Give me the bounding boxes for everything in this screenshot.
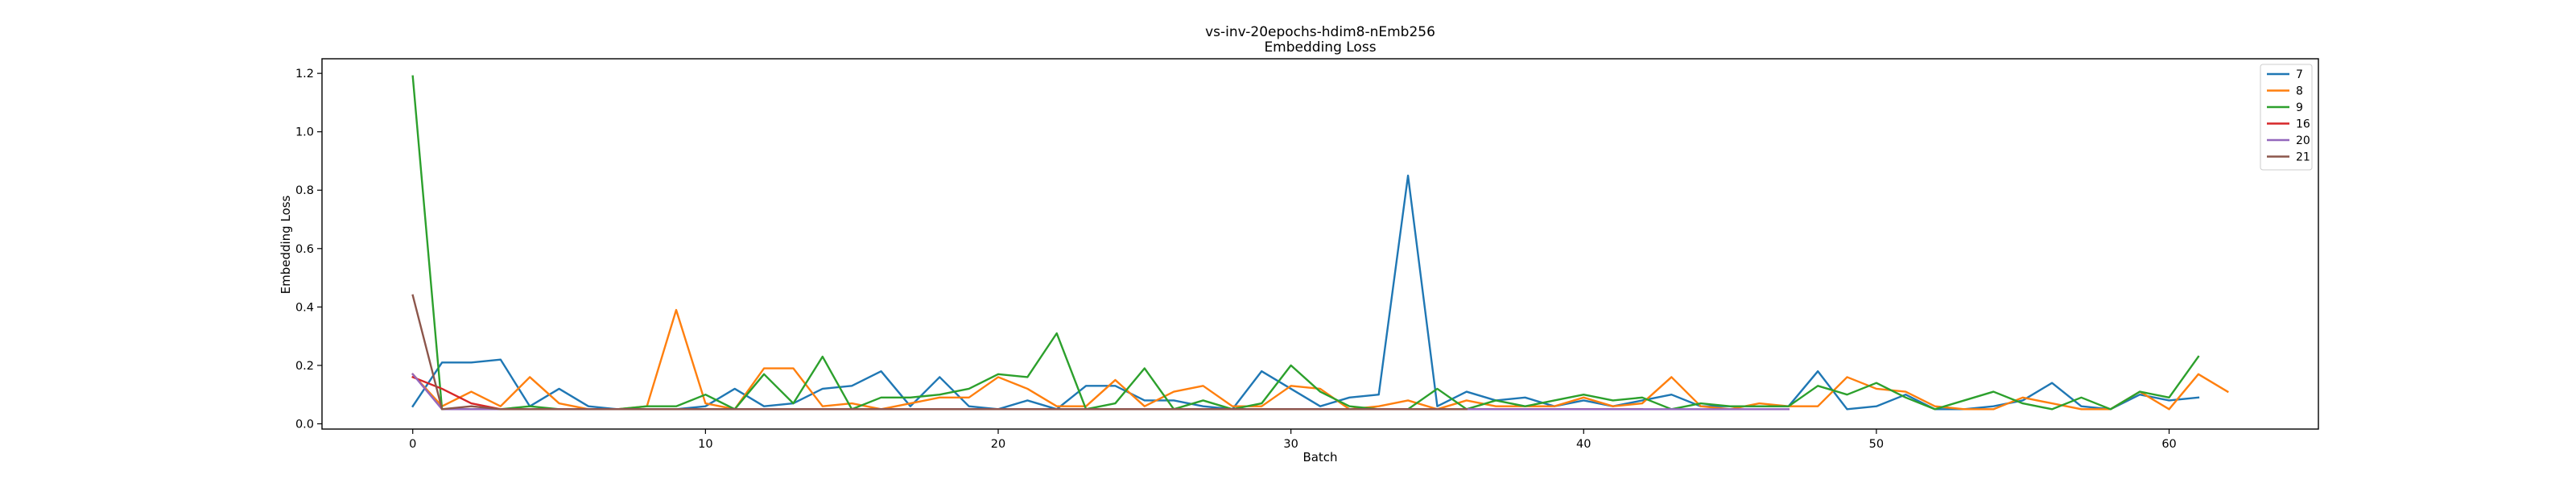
x-tick-label: 0 <box>409 438 416 451</box>
y-tick-label: 0.4 <box>295 301 314 314</box>
x-tick-label: 30 <box>1283 438 1298 451</box>
plot-frame <box>321 58 2319 430</box>
x-tick-label: 60 <box>2161 438 2176 451</box>
legend-label-8: 8 <box>2296 85 2303 98</box>
y-tick-label: 0.8 <box>295 184 314 197</box>
x-tick-label: 40 <box>1576 438 1591 451</box>
legend: 7 8 9 16 20 21 <box>2260 64 2313 171</box>
x-tick-label: 50 <box>1869 438 1884 451</box>
x-axis-label: Batch <box>1302 450 1337 464</box>
legend-label-7: 7 <box>2296 68 2303 81</box>
x-tick-label: 20 <box>991 438 1005 451</box>
x-tick-label: 10 <box>698 438 712 451</box>
legend-label-16: 16 <box>2296 118 2310 131</box>
y-axis-label: Embedding Loss <box>279 195 293 294</box>
plot-area: 0 10 20 30 40 50 60 0.0 0.2 0.4 0.6 0.8 1.0 1.2 <box>295 58 2319 451</box>
y-tick-label: 1.0 <box>295 126 314 139</box>
legend-label-21: 21 <box>2296 151 2310 164</box>
chart-title: vs-inv-20epochs-hdim8-nEmb256 <box>1205 24 1435 40</box>
y-tick-label: 1.2 <box>295 68 314 80</box>
series-line-21 <box>411 294 1468 411</box>
series-line-9 <box>411 75 2200 411</box>
y-tick-label: 0.2 <box>295 360 314 373</box>
chart-subtitle: Embedding Loss <box>1264 39 1376 56</box>
legend-label-20: 20 <box>2296 134 2310 147</box>
legend-label-9: 9 <box>2296 101 2303 114</box>
y-tick-label: 0.0 <box>295 418 314 431</box>
series-line-8 <box>411 308 2229 411</box>
y-tick-label: 0.6 <box>295 243 314 256</box>
